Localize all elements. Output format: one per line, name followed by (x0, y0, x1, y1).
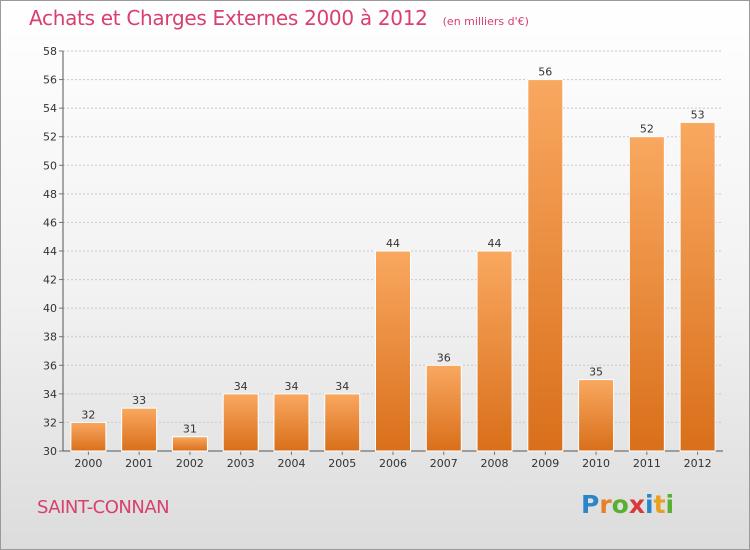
bar-value-label: 56 (538, 66, 552, 79)
logo-letter: r (599, 490, 612, 519)
x-tick-label: 2005 (328, 457, 356, 470)
bar-value-label: 34 (284, 380, 298, 393)
logo-letter: t (653, 490, 666, 519)
logo-letter: P (581, 490, 600, 519)
bar-value-label: 44 (488, 237, 502, 250)
x-tick-label: 2009 (531, 457, 559, 470)
x-tick-label: 2006 (379, 457, 407, 470)
town-name: SAINT-CONNAN (37, 497, 170, 518)
logo-letter: o (611, 490, 629, 519)
chart-title: Achats et Charges Externes 2000 à 2012 (29, 6, 428, 30)
y-tick-label: 54 (43, 102, 57, 115)
y-tick-label: 56 (43, 74, 57, 87)
bar-value-label: 53 (691, 108, 705, 121)
x-tick-label: 2004 (277, 457, 305, 470)
bar (527, 79, 564, 452)
y-tick-label: 52 (43, 131, 57, 144)
y-tick-label: 50 (43, 159, 57, 172)
logo-letter: i (665, 490, 675, 519)
y-tick-label: 42 (43, 274, 57, 287)
bar-value-label: 34 (335, 380, 349, 393)
proxiti-logo: Proxiti (581, 490, 674, 519)
bar (171, 436, 208, 452)
bar (273, 393, 310, 452)
chart-unit: (en milliers d'€) (442, 15, 529, 28)
bar-value-label: 31 (183, 423, 197, 436)
bar (70, 421, 107, 452)
y-tick-label: 46 (43, 216, 57, 229)
bar (375, 250, 411, 452)
bar (628, 136, 665, 452)
y-tick-label: 38 (43, 331, 57, 344)
x-tick-label: 2011 (633, 457, 661, 470)
y-tick-label: 32 (43, 416, 57, 429)
x-tick-label: 2003 (227, 457, 255, 470)
title-line: Achats et Charges Externes 2000 à 2012 (… (29, 6, 529, 30)
bar-value-label: 52 (640, 123, 654, 136)
bar (222, 393, 259, 452)
y-tick-label: 44 (43, 245, 57, 258)
x-tick-label: 2001 (125, 457, 153, 470)
bar-value-label: 32 (81, 408, 95, 421)
y-tick-label: 48 (43, 188, 57, 201)
y-tick-label: 58 (43, 45, 57, 58)
bar (324, 393, 361, 452)
y-tick-label: 40 (43, 302, 57, 315)
x-tick-label: 2012 (684, 457, 712, 470)
bar-value-label: 44 (386, 237, 400, 250)
x-tick-label: 2002 (176, 457, 204, 470)
x-tick-label: 2010 (582, 457, 610, 470)
y-tick-label: 34 (43, 388, 57, 401)
bar-value-label: 34 (234, 380, 248, 393)
bar (425, 364, 462, 452)
logo-letter: x (628, 490, 645, 519)
bar-value-label: 35 (589, 366, 603, 379)
bar (476, 250, 513, 452)
logo-letter: i (645, 490, 654, 519)
bar-value-label: 33 (132, 394, 146, 407)
bar (679, 121, 716, 452)
bar (578, 379, 615, 452)
bar (121, 407, 158, 452)
x-tick-label: 2008 (481, 457, 509, 470)
x-tick-label: 2000 (74, 457, 102, 470)
y-tick-label: 30 (43, 445, 57, 458)
x-tick-label: 2007 (430, 457, 458, 470)
bar-value-label: 36 (437, 351, 451, 364)
y-tick-label: 36 (43, 359, 57, 372)
